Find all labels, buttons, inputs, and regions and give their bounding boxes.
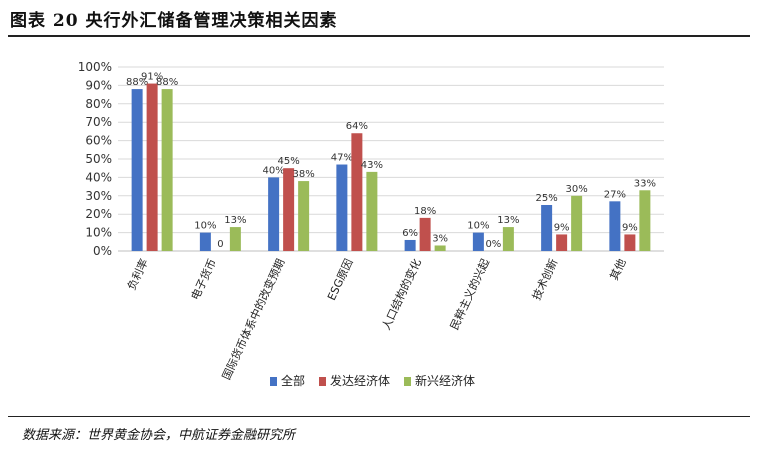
data-label: 10% bbox=[194, 221, 216, 232]
source-note: 数据来源：世界黄金协会，中航证券金融研究所 bbox=[22, 428, 296, 443]
y-tick-label: 60% bbox=[85, 134, 112, 148]
bar bbox=[229, 227, 241, 251]
data-label: 33% bbox=[634, 178, 656, 189]
bar bbox=[161, 89, 173, 251]
x-category-label: 民粹主义的兴起 bbox=[447, 256, 492, 332]
legend-swatch bbox=[319, 377, 326, 386]
data-label: 18% bbox=[414, 206, 436, 217]
bar bbox=[283, 168, 295, 251]
legend-label: 发达经济体 bbox=[330, 373, 390, 388]
bar bbox=[336, 164, 348, 251]
data-label: 0 bbox=[217, 239, 223, 250]
y-tick-label: 30% bbox=[85, 189, 112, 203]
x-category-label: ESG原因 bbox=[325, 257, 356, 303]
data-label: 13% bbox=[497, 215, 519, 226]
legend-label: 新兴经济体 bbox=[415, 373, 475, 388]
data-label: 88% bbox=[126, 77, 148, 88]
y-tick-label: 10% bbox=[85, 226, 112, 240]
x-category-label: 其他 bbox=[608, 257, 629, 282]
y-tick-label: 70% bbox=[85, 115, 112, 129]
data-label: 9% bbox=[622, 222, 638, 233]
x-category-label: 技术创新 bbox=[529, 256, 560, 302]
bar bbox=[609, 201, 621, 251]
x-category-label: 人口结构的变化 bbox=[379, 256, 424, 332]
y-tick-label: 20% bbox=[85, 207, 112, 221]
bar bbox=[268, 177, 280, 251]
data-label: 64% bbox=[346, 121, 368, 132]
data-label: 47% bbox=[331, 153, 353, 164]
bar bbox=[419, 217, 431, 251]
top-rule bbox=[8, 35, 750, 37]
x-category-label: 国际货币体系中的改变预期 bbox=[219, 256, 287, 382]
y-tick-label: 50% bbox=[85, 152, 112, 166]
data-label: 43% bbox=[361, 160, 383, 171]
bar bbox=[541, 205, 553, 251]
bar bbox=[556, 234, 568, 251]
y-tick-label: 100% bbox=[78, 60, 112, 74]
data-label: 0% bbox=[485, 239, 501, 250]
bar bbox=[131, 89, 143, 251]
data-label: 13% bbox=[224, 215, 246, 226]
data-label: 3% bbox=[432, 233, 448, 244]
bottom-rule bbox=[8, 416, 750, 417]
bar bbox=[146, 83, 158, 251]
y-tick-label: 80% bbox=[85, 97, 112, 111]
legend-swatch bbox=[404, 377, 411, 386]
bar bbox=[351, 133, 363, 251]
data-label: 91% bbox=[141, 72, 163, 83]
bar bbox=[571, 195, 583, 251]
y-tick-label: 90% bbox=[85, 78, 112, 92]
bar bbox=[624, 234, 636, 251]
bar bbox=[366, 171, 378, 251]
legend-swatch bbox=[270, 377, 277, 386]
data-label: 25% bbox=[536, 193, 558, 204]
bar bbox=[639, 190, 651, 251]
data-label: 88% bbox=[156, 77, 178, 88]
y-tick-label: 0% bbox=[93, 244, 112, 258]
data-label: 30% bbox=[566, 184, 588, 195]
data-label: 38% bbox=[293, 169, 315, 180]
data-label: 6% bbox=[402, 228, 418, 239]
legend-label: 全部 bbox=[281, 373, 305, 388]
data-label: 9% bbox=[554, 222, 570, 233]
y-tick-label: 40% bbox=[85, 170, 112, 184]
bar bbox=[298, 181, 310, 251]
bar bbox=[199, 232, 211, 251]
chart-title: 图表 20 央行外汇储备管理决策相关因素 bbox=[10, 11, 338, 31]
bar bbox=[472, 232, 484, 251]
bar bbox=[502, 227, 514, 251]
data-label: 45% bbox=[278, 156, 300, 167]
data-label: 40% bbox=[263, 165, 285, 176]
bar bbox=[404, 239, 416, 251]
bar bbox=[434, 245, 446, 251]
x-category-label: 电子货币 bbox=[188, 256, 219, 302]
x-category-label: 负利率 bbox=[124, 256, 151, 292]
data-label: 27% bbox=[604, 189, 626, 200]
data-label: 10% bbox=[467, 221, 489, 232]
